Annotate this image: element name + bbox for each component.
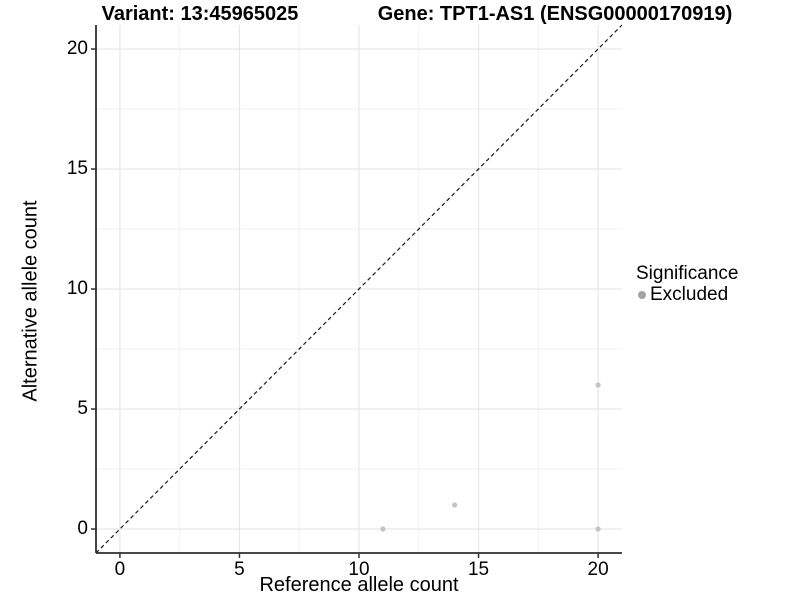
legend-point-icon <box>638 290 646 299</box>
y-tick-label: 0 <box>77 518 88 539</box>
identity-line <box>95 24 623 554</box>
y-tick-label: 10 <box>66 278 88 299</box>
y-axis-title: Alternative allele count <box>19 200 42 402</box>
data-point <box>595 382 601 388</box>
legend-item-excluded: Excluded <box>636 284 738 305</box>
x-tick-label: 20 <box>587 559 609 580</box>
data-point <box>380 526 386 532</box>
y-tick-label: 20 <box>66 38 88 59</box>
data-point <box>595 526 601 532</box>
y-tick-label: 5 <box>77 398 88 419</box>
x-axis-title: Reference allele count <box>259 574 459 596</box>
x-tick-label: 10 <box>348 559 370 580</box>
x-tick-label: 15 <box>467 559 490 580</box>
variant-title: Variant: 13:45965025 <box>101 3 299 25</box>
gene-title: Gene: TPT1-AS1 (ENSG00000170919) <box>377 3 733 25</box>
legend-title: Significance <box>636 263 739 284</box>
legend: Significance Excluded <box>636 263 738 305</box>
data-point <box>452 502 458 508</box>
x-tick-label: 5 <box>234 559 245 580</box>
legend-item-label: Excluded <box>650 284 729 305</box>
y-tick-label: 15 <box>66 158 88 179</box>
x-tick-label: 0 <box>114 559 126 580</box>
